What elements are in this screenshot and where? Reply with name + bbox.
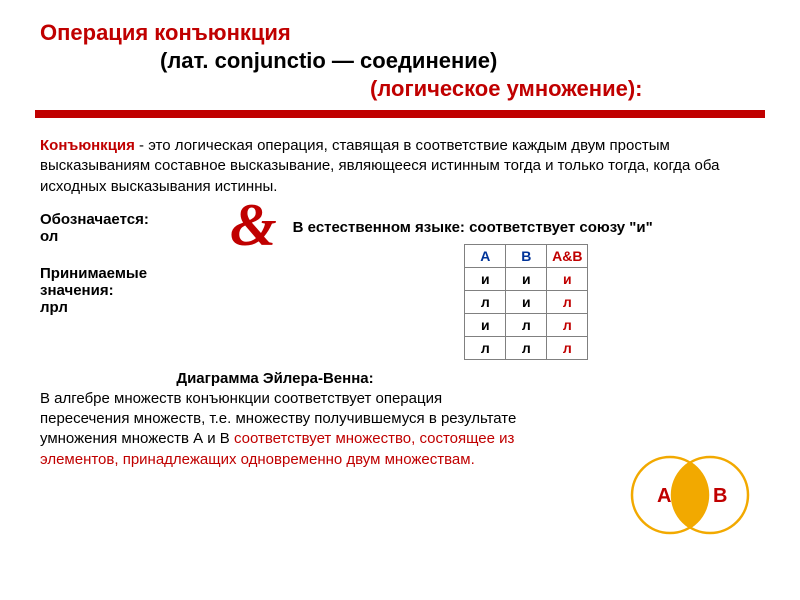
lang-prefix: В естественном языке:	[293, 219, 465, 236]
euler-title: Диаграмма Эйлера-Венна:	[40, 370, 510, 387]
ampersand-icon: &	[230, 207, 277, 243]
lang-body: соответствует союзу "и"	[465, 219, 653, 236]
table-cell: л	[465, 290, 506, 313]
divider-bar	[35, 110, 765, 118]
table-cell: л	[506, 313, 547, 336]
notation-value: ол	[40, 228, 220, 245]
table-cell-result: и	[547, 267, 588, 290]
notation-label: Обозначается:	[40, 211, 220, 228]
values-value: лрл	[40, 299, 220, 316]
definition-paragraph: Конъюнкция - это логическая операция, ст…	[40, 136, 760, 197]
table-cell: л	[506, 336, 547, 359]
table-cell: л	[465, 336, 506, 359]
table-header-result: A&B	[547, 244, 588, 267]
table-header-b: B	[506, 244, 547, 267]
venn-label-a: А	[657, 485, 671, 507]
table-row: и и и	[465, 267, 588, 290]
table-cell: и	[506, 290, 547, 313]
truth-table: A B A&B и и и л и л и л л	[464, 244, 588, 360]
table-cell-result: л	[547, 290, 588, 313]
notation-block: Обозначается: ол	[40, 211, 220, 245]
table-row: л л л	[465, 336, 588, 359]
table-header-row: A B A&B	[465, 244, 588, 267]
table-row: и л л	[465, 313, 588, 336]
definition-term: Конъюнкция	[40, 137, 135, 154]
euler-paragraph: В алгебре множеств конъюнкции соответств…	[40, 389, 530, 470]
definition-dash: -	[135, 137, 148, 154]
venn-label-b: В	[713, 485, 727, 507]
table-cell-result: л	[547, 313, 588, 336]
values-label: Принимаемые значения:	[40, 265, 220, 299]
title-line-3: (логическое умножение):	[40, 76, 760, 102]
title-line-1: Операция конъюнкция	[40, 20, 760, 46]
title-line-2: (лат. conjunctio — соединение)	[40, 48, 760, 74]
venn-diagram: А В	[615, 445, 765, 545]
table-cell: и	[506, 267, 547, 290]
table-header-a: A	[465, 244, 506, 267]
table-row: л и л	[465, 290, 588, 313]
table-cell-result: л	[547, 336, 588, 359]
natural-language-line: В естественном языке: соответствует союз…	[293, 219, 760, 236]
table-cell: и	[465, 313, 506, 336]
table-cell: и	[465, 267, 506, 290]
values-block: Принимаемые значения: лрл	[40, 265, 220, 316]
